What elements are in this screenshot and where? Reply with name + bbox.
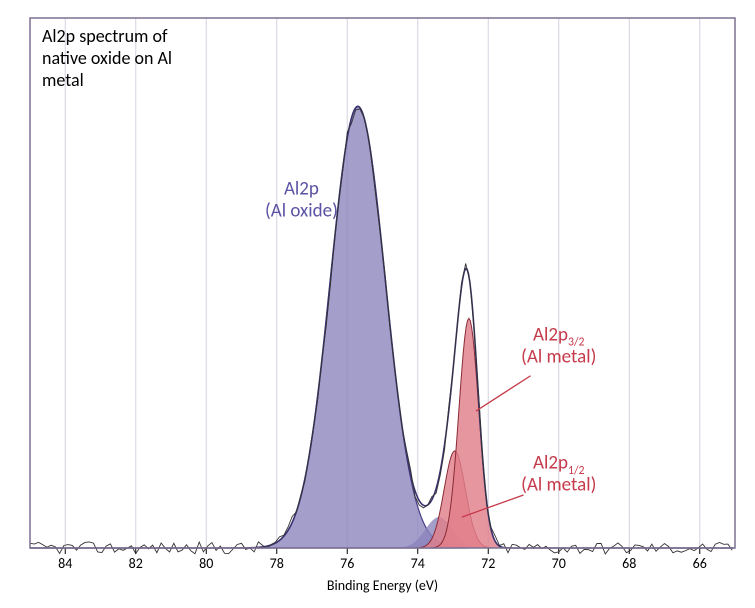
x-tick-label: 68: [622, 555, 636, 572]
x-tick-label: 66: [693, 555, 707, 572]
chart-title-line: Al2p spectrum of: [42, 25, 168, 47]
x-tick-label: 76: [340, 555, 354, 572]
annotation-text: (Al oxide): [265, 200, 338, 223]
x-tick-label: 80: [199, 555, 213, 572]
x-axis-label: Binding Energy (eV): [327, 577, 438, 594]
x-tick-label: 82: [129, 555, 143, 572]
x-tick-label: 70: [552, 555, 566, 572]
x-tick-label: 72: [481, 555, 495, 572]
annotation-text: (Al metal): [521, 474, 596, 497]
x-tick-label: 74: [411, 555, 425, 572]
x-tick-label: 78: [270, 555, 284, 572]
annotation-text: (Al metal): [521, 345, 596, 368]
spectrum-chart: 84 82 80 78 76 74 72 70 68 66 Binding Energy (eV) A…: [0, 0, 755, 603]
annotation-text: Al2p: [284, 178, 319, 201]
chart-title-line: native oxide on Al: [42, 47, 172, 69]
chart-title-line: metal: [42, 69, 84, 91]
x-tick-label: 84: [58, 555, 72, 572]
